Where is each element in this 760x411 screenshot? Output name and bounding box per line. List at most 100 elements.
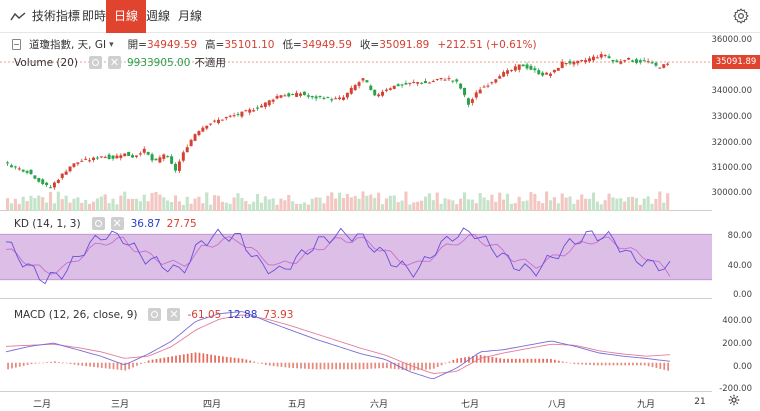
macd-hist-bar [128,362,131,370]
macd-hist-bar [190,353,193,363]
volume-settings-icon[interactable] [88,56,102,69]
volume-bar [25,201,29,211]
volume-bar [283,200,287,211]
tab-daily[interactable]: 日線 [106,0,147,33]
candle-body [232,115,236,117]
volume-na: 不適用 [194,57,226,69]
candle-body [107,154,111,159]
macd-hist-bar [163,357,166,363]
macd-hist-bar [534,358,537,363]
candle-body [142,148,146,153]
macd-close-icon[interactable]: ✕ [167,308,181,321]
candle-body [150,154,154,161]
volume-bar [6,198,10,211]
macd-hist-bar [210,354,213,363]
macd-hist-bar [651,362,654,368]
candle-body [119,155,123,159]
kd-panel[interactable]: KD (14, 1, 3) ✕ 36.87 27.75 [0,211,712,299]
macd-hist-bar [432,362,435,369]
kd-label[interactable]: KD (14, 1, 3) [14,217,81,230]
candle-body [396,84,400,87]
macd-panel[interactable]: MACD (12, 26, close, 9) ✕ -61.05 12.88 7… [0,300,712,392]
kd-axis[interactable]: 80.00 40.00 0.00 [712,211,760,300]
volume-bar [365,195,369,211]
tab-realtime[interactable]: 即時 [82,9,107,23]
kd-close-icon[interactable]: ✕ [110,217,124,230]
macd-hist-bar [186,353,189,363]
volume-bar [146,201,150,211]
macd-hist-bar [460,357,463,363]
volume-bar [298,203,303,211]
kd-settings-icon[interactable] [91,217,105,230]
macd-hist-bar [604,362,607,366]
macd-axis[interactable]: 400.00 200.00 0.00 -200.00 [712,300,760,394]
volume-bar [310,198,314,211]
macd-hist-bar [268,362,271,366]
macd-hist-bar [401,362,404,370]
price-tick: 32000.00 [711,138,752,148]
candle-body [634,59,638,63]
candle-body [21,169,25,172]
axis-settings-gear-icon[interactable] [727,393,741,407]
symbol-label[interactable]: 道瓊指數, 天, GI [29,39,107,51]
macd-hist-bar [393,362,396,370]
candle-body [177,161,181,171]
macd-hist-bar [264,362,267,365]
volume-bar [205,192,209,211]
macd-chart[interactable] [0,300,712,392]
macd-hist-bar [81,362,84,366]
macd-hist-bar [444,362,447,364]
x-tick: 八月 [547,400,567,410]
volume-bar [107,203,111,211]
volume-bar [33,198,37,211]
volume-bar [236,193,240,211]
volume-bar [431,200,435,211]
volume-bar [630,196,635,211]
candle-body [658,67,662,69]
candle-body [576,60,580,64]
macd-hist-bar [331,362,334,370]
volume-bar [529,192,533,211]
volume-bar [576,199,580,211]
macd-hist-bar [421,362,423,370]
macd-hist-bar [593,362,595,366]
macd-hist-bar [57,362,60,363]
macd-hist-bar [11,362,13,369]
volume-bar [615,198,619,211]
volume-bar [193,198,197,211]
macd-settings-icon[interactable] [148,308,162,321]
kd-chart[interactable] [0,211,712,299]
price-tick: 36000.00 [711,35,752,45]
collapse-icon[interactable] [12,39,21,50]
candle-body [388,88,392,90]
indicators-button[interactable]: 技術指標 [6,0,88,33]
volume-bar [52,203,56,211]
volume-bar [486,200,490,211]
candle-body [252,110,256,112]
candle-body [584,60,588,63]
candle-body [310,96,314,98]
macd-hist-bar [73,362,76,365]
candle-body [506,70,509,74]
macd-hist-bar [350,362,353,370]
price-panel[interactable]: 道瓊指數, 天, GI ▾ 開=34949.59 高=35101.10 低=34… [0,33,712,211]
price-chart[interactable] [0,33,712,211]
tab-monthly[interactable]: 月線 [178,9,203,23]
tab-weekly[interactable]: 週線 [146,9,171,23]
macd-label[interactable]: MACD (12, 26, close, 9) [14,308,138,321]
change-text: +212.51 (+0.61%) [437,38,537,51]
macd-hist-bar [124,362,127,371]
volume-close-icon[interactable]: ✕ [107,56,121,69]
candle-body [482,86,486,88]
candle-body [420,82,424,84]
candle-body [384,89,388,91]
volume-label[interactable]: Volume (20) [14,56,78,69]
candle-body [158,157,162,163]
macd-hist-bar [280,362,283,367]
time-axis[interactable]: 二月 三月 四月 五月 六月 七月 八月 九月 21 [0,392,760,411]
x-tick: 21 [694,397,706,407]
gear-icon[interactable] [732,7,750,25]
volume-bar [130,198,135,211]
chevron-down-icon[interactable]: ▾ [109,39,114,50]
macd-hist-bar [343,362,345,370]
